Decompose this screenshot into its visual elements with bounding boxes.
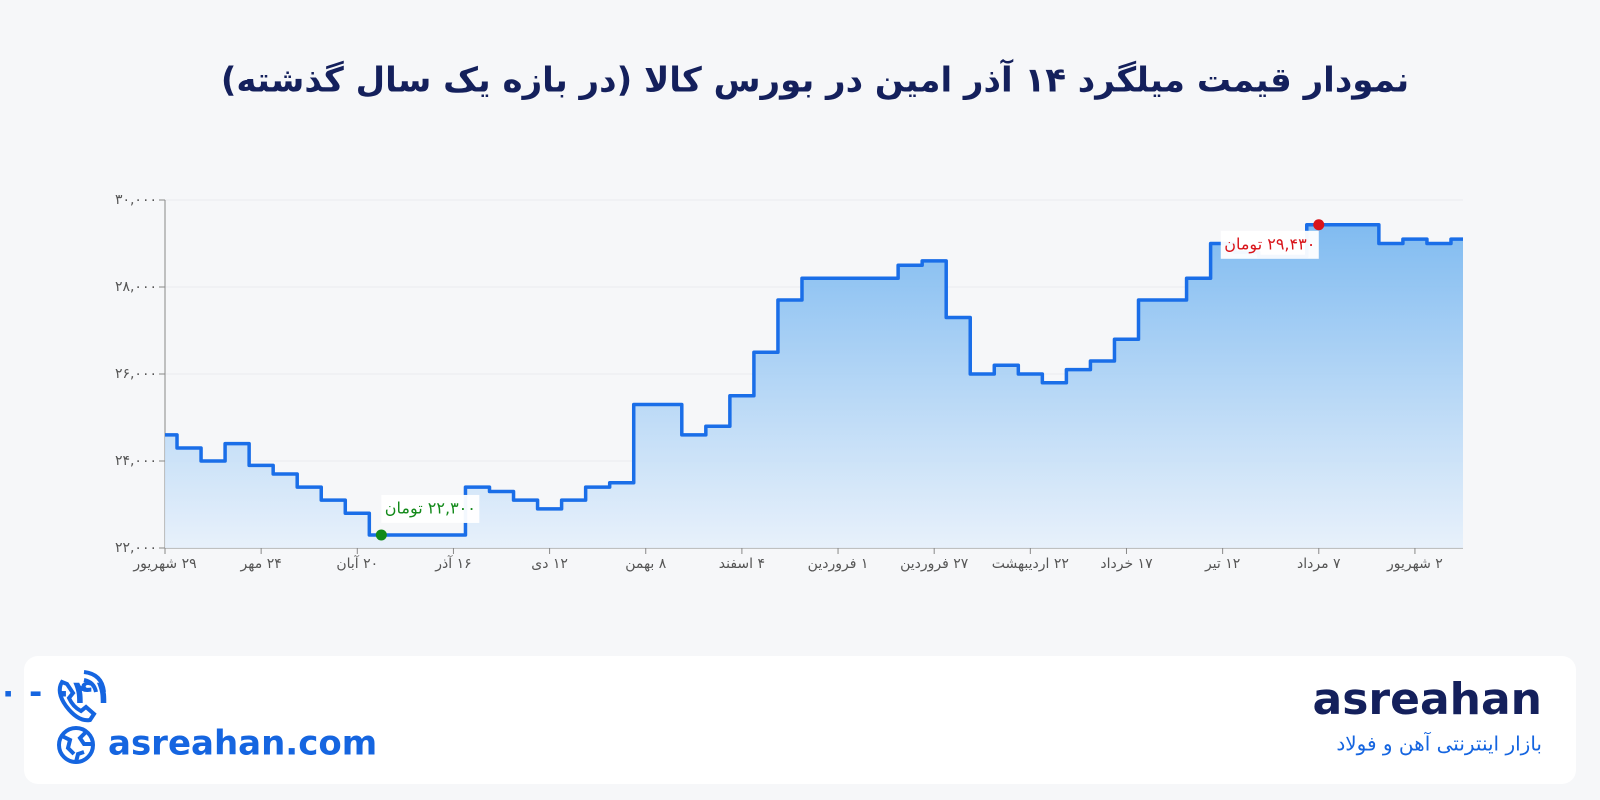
annotation: ۲۲,۳۰۰ تومان [385, 498, 476, 518]
y-tick-label: ۳۰,۰۰۰ [115, 192, 157, 208]
x-tick-label: ۱۲ تیر [1204, 556, 1240, 572]
website: asreahan.com [108, 724, 377, 764]
x-tick-label: ۴ اسفند [719, 556, 765, 572]
x-tick-label: ۱ فروردین [808, 556, 869, 572]
annotation-box [1220, 230, 1319, 259]
y-tick-label: ۲۲,۰۰۰ [115, 540, 157, 556]
extreme-point [1313, 219, 1325, 231]
chart-title: نمودار قیمت میلگرد ۱۴ آذر امین در بورس ک… [221, 59, 1409, 101]
x-tick-label: ۲۴ مهر [240, 556, 282, 572]
footer-box [24, 656, 1576, 784]
annotation-box [381, 494, 480, 523]
x-tick-label: ۲ شهریور [1386, 556, 1443, 572]
x-tick-label: ۲۷ فروردین [900, 556, 969, 572]
x-tick-label: ۲۰ آبان [336, 555, 378, 572]
tagline: بازار اینترنتی آهن و فولاد [1336, 731, 1542, 756]
x-tick-label: ۱۶ آذر [434, 555, 471, 572]
y-tick-label: ۲۴,۰۰۰ [115, 453, 157, 469]
phone-icon [57, 670, 106, 723]
extreme-point [375, 529, 387, 541]
annotation: ۲۹,۴۳۰ تومان [1224, 234, 1315, 254]
y-tick-label: ۲۸,۰۰۰ [115, 279, 157, 295]
x-tick-label: ۷ مرداد [1297, 556, 1341, 572]
y-tick-label: ۲۶,۰۰۰ [115, 366, 157, 382]
x-tick-label: ۱۲ دی [531, 556, 568, 572]
x-tick-label: ۱۷ خرداد [1100, 556, 1153, 572]
plot: ۲۲,۰۰۰ ۲۴,۰۰۰ ۲۶,۰۰۰ ۲۸,۰۰۰ ۳۰,۰۰۰ ۲۹ شهریور ۲… [115, 192, 1463, 572]
brand: asreahan [1313, 674, 1542, 725]
x-tick-label: ۲۹ شهریور [132, 556, 196, 572]
x-tick-label: ۲۲ اردیبهشت [992, 556, 1069, 572]
globe-icon [57, 726, 95, 764]
x-tick-label: ۸ بهمن [625, 556, 667, 572]
phone: ۰۴۱ - ۴۱۸۰ [0, 673, 112, 711]
